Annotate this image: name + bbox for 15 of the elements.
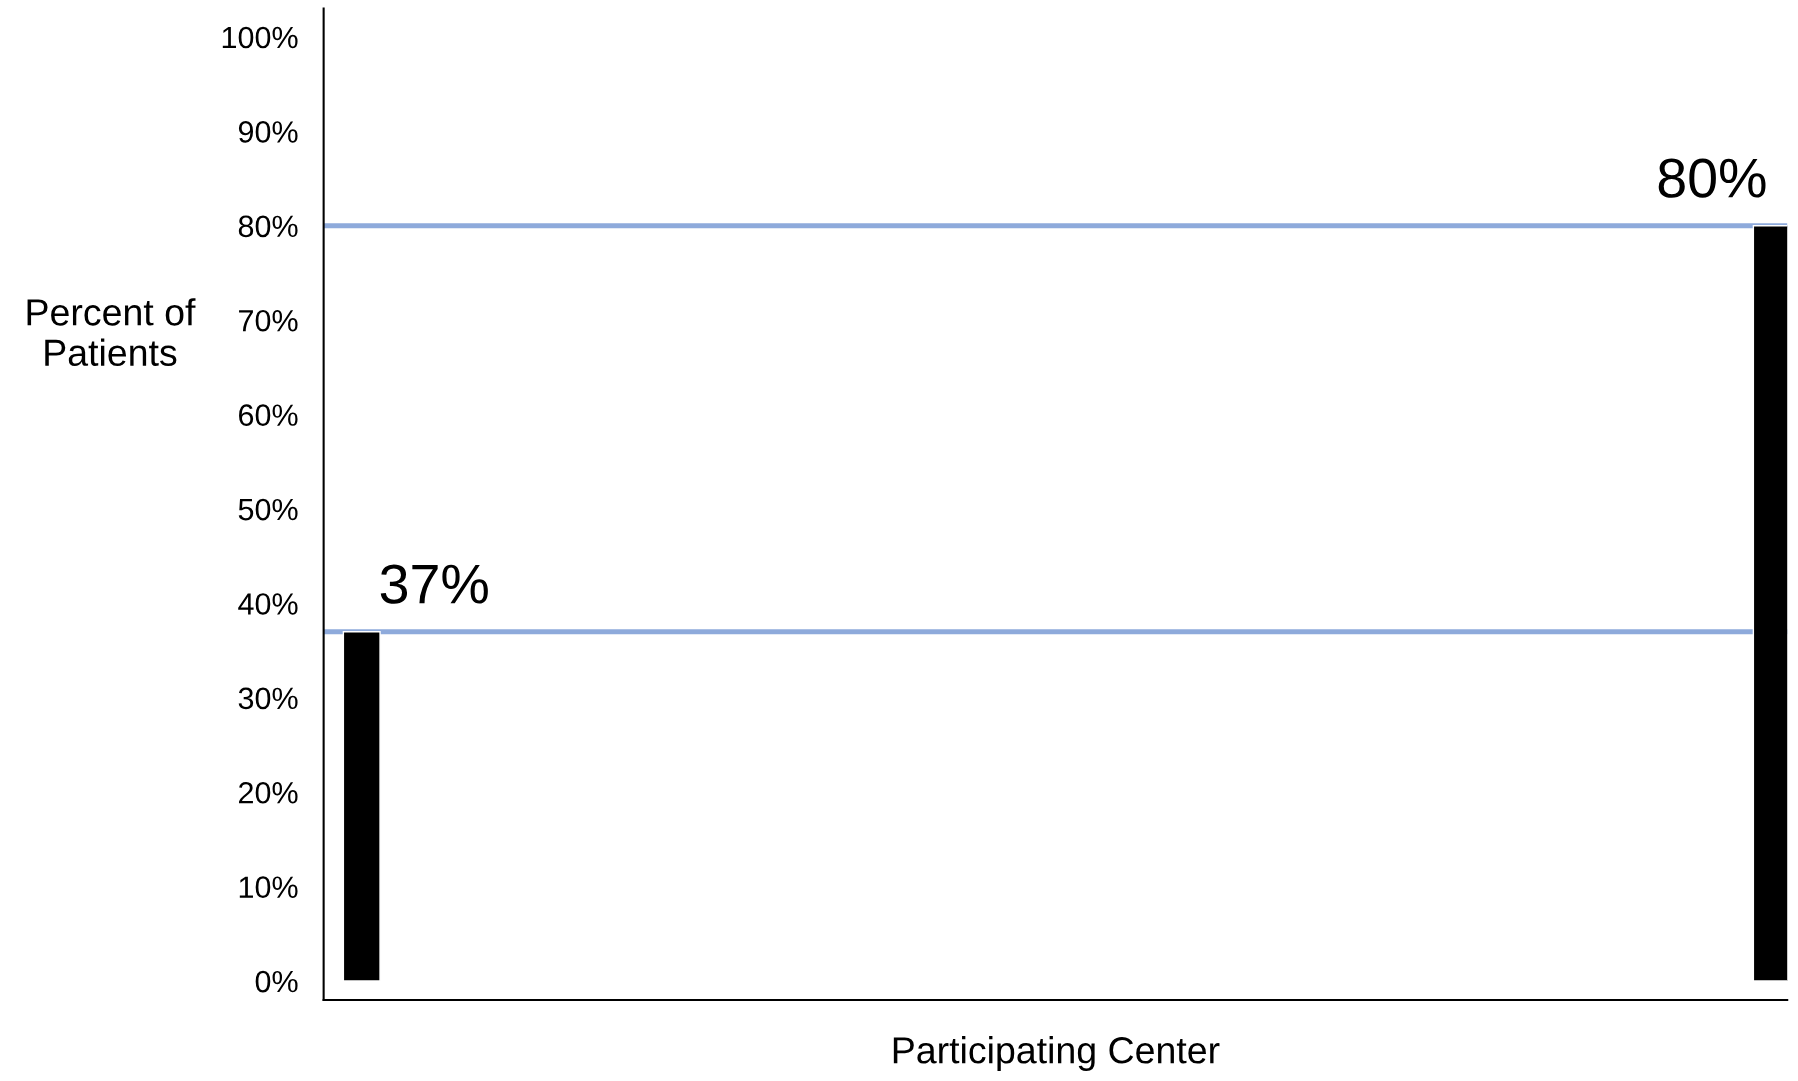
y-axis-title: Percent of Patients (27, 298, 196, 367)
y-tick-label: 80% (238, 215, 298, 238)
y-tick-label: 20% (239, 781, 298, 804)
y-tick-label: 90% (238, 121, 298, 143)
y-tick-label: 100% (222, 26, 298, 49)
y-tick-label: 40% (238, 593, 298, 615)
x-axis-title: Participating Center (893, 1036, 1220, 1071)
ref-line-label: 80% (1658, 158, 1766, 198)
y-tick-label: 10% (239, 876, 298, 899)
y-tick-label: 0% (255, 970, 298, 993)
y-tick-label: 70% (239, 309, 298, 332)
y-tick-label: 50% (238, 498, 298, 521)
y-tick-label: 30% (238, 687, 298, 710)
ref-line-label: 37% (380, 564, 488, 604)
y-tick-label: 60% (239, 404, 298, 426)
